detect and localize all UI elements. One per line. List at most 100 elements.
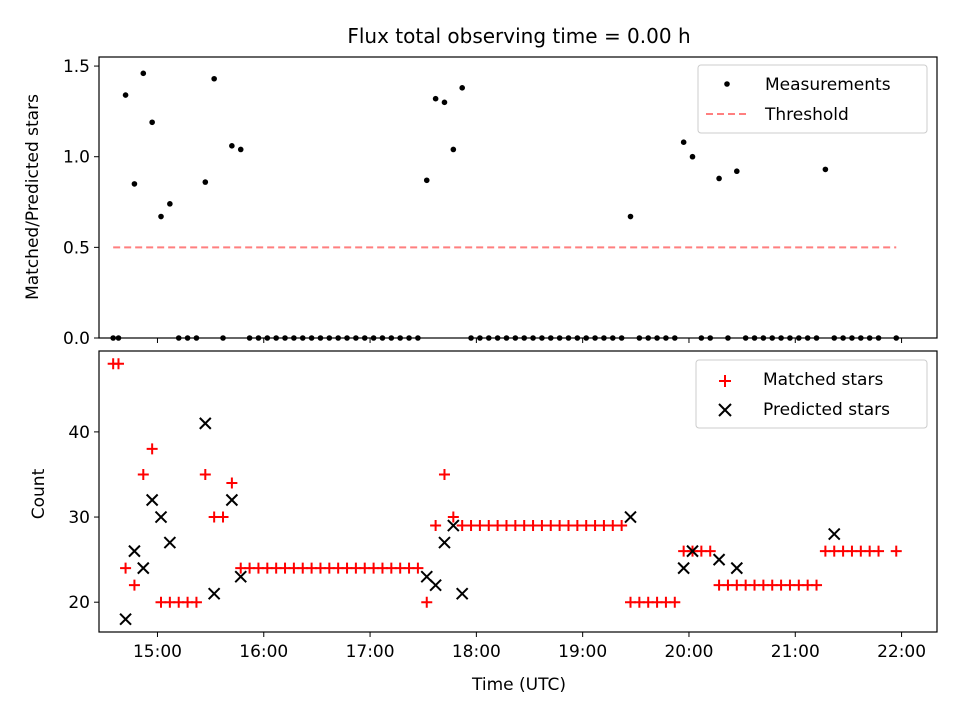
chart-title: Flux total observing time = 0.00 h: [347, 24, 690, 48]
matched-star-point: [120, 562, 132, 574]
bottom-y-tick-label: 20: [68, 593, 90, 613]
matched-star-point: [890, 545, 902, 557]
x-tick-label: 22:00: [877, 642, 926, 662]
matched-star-point: [128, 579, 140, 591]
measurement-point: [450, 146, 457, 153]
bottom-legend: Matched stars Predicted stars: [695, 359, 928, 429]
matched-star-point: [226, 477, 238, 489]
legend-label-matched-stars: Matched stars: [763, 370, 883, 390]
top-axes-frame: [98, 56, 938, 339]
measurement-point: [167, 201, 173, 207]
predicted-star-point: [712, 553, 726, 566]
measurement-point: [202, 179, 209, 185]
bottom-axes-frame: [98, 350, 938, 633]
measurement-point: [131, 181, 138, 187]
legend-marker-matched-stars: [719, 375, 731, 387]
matched-star-point: [669, 596, 681, 608]
predicted-star-point: [447, 519, 460, 532]
top-legend-box: [697, 64, 928, 134]
measurement-point: [680, 139, 687, 146]
predicted-star-point: [225, 493, 239, 507]
legend-label-predicted-stars: Predicted stars: [763, 400, 890, 420]
measurement-point: [122, 92, 129, 98]
predicted-star-point: [686, 544, 699, 558]
x-tick-label: 17:00: [346, 642, 395, 662]
measurement-point: [237, 146, 244, 153]
predicted-star-point: [438, 536, 451, 549]
measurement-point: [459, 85, 465, 91]
matched-star-point: [447, 511, 459, 523]
x-tick-label: 19:00: [558, 642, 607, 662]
x-tick-label: 21:00: [771, 642, 820, 662]
top-y-axis-label: Matched/Predicted stars: [23, 94, 43, 300]
top-y-axis: 0.0 0.5 1.0 1.5: [63, 57, 903, 349]
predicted-star-point: [145, 493, 159, 507]
matched-star-point: [873, 545, 885, 557]
measurement-point: [158, 213, 164, 220]
measurement-point: [423, 177, 430, 184]
bottom-legend-box: [695, 359, 928, 429]
matched-star-point: [217, 511, 229, 523]
top-y-tick-label: 1.5: [63, 57, 90, 77]
legend-label-threshold: Threshold: [764, 105, 849, 125]
measurement-point: [822, 166, 829, 173]
top-plot-area: [110, 70, 900, 341]
predicted-star-point: [677, 561, 690, 575]
predicted-star-point: [828, 527, 841, 541]
matched-star-point: [137, 468, 149, 480]
legend-label-measurements: Measurements: [765, 75, 891, 95]
bottom-plot-area: [107, 358, 902, 626]
x-tick-label: 15:00: [133, 642, 182, 662]
predicted-star-point: [730, 561, 744, 575]
predicted-star-point: [207, 587, 221, 600]
predicted-star-point: [128, 544, 141, 558]
matched-star-point: [430, 520, 442, 532]
measurement-point: [211, 75, 217, 82]
measurement-point: [716, 175, 722, 182]
measurement-point: [689, 153, 696, 160]
predicted-star-point: [154, 510, 168, 524]
measurement-point: [432, 95, 439, 102]
predicted-star-point: [119, 613, 132, 626]
measurement-point: [140, 70, 147, 77]
matched-star-point: [438, 468, 450, 480]
predicted-star-point: [624, 510, 637, 524]
measurement-point: [149, 119, 155, 126]
legend-marker-measurements: [724, 81, 730, 87]
matched-star-point: [199, 468, 211, 480]
predicted-star-point: [199, 417, 212, 430]
matched-star-point: [811, 579, 823, 591]
matched-star-point: [412, 562, 424, 574]
x-axis: 15:00 16:00 17:00 18:00 19:00 20:00 21:00 22:00: [133, 632, 926, 662]
matched-star-point: [616, 520, 628, 532]
bottom-y-tick-label: 30: [68, 508, 90, 528]
measurement-point: [627, 213, 634, 220]
bottom-y-tick-label: 40: [68, 423, 90, 443]
top-y-tick-label: 0.5: [63, 238, 90, 258]
x-tick-label: 18:00: [452, 642, 501, 662]
top-legend: Measurements Threshold: [697, 64, 928, 134]
top-panel: 0.0 0.5 1.0 1.5 Matched/Predicted stars Mea…: [23, 56, 938, 349]
measurement-point: [441, 99, 448, 106]
predicted-star-point: [163, 536, 177, 549]
measurement-point: [734, 168, 740, 175]
matched-star-point: [704, 545, 716, 557]
predicted-star-point: [234, 570, 247, 583]
legend-marker-predicted-stars: [718, 403, 732, 417]
matched-star-point: [190, 596, 202, 608]
x-axis-label: Time (UTC): [471, 675, 566, 695]
matched-star-point: [421, 596, 433, 608]
matched-star-point: [112, 358, 124, 370]
x-tick-label: 20:00: [664, 642, 713, 662]
top-y-tick-label: 1.0: [63, 148, 90, 168]
predicted-star-point: [429, 578, 442, 592]
bottom-y-axis-label: Count: [29, 468, 49, 519]
measurement-point: [229, 143, 235, 149]
predicted-star-point: [137, 561, 150, 575]
bottom-panel: 20 30 40 15:00 16:00 17:00 18:00 19:00 20:00 21:…: [29, 350, 938, 695]
predicted-star-point: [455, 587, 469, 600]
x-tick-label: 16:00: [239, 642, 288, 662]
matched-star-point: [146, 443, 158, 455]
bottom-y-axis: 20 30 40: [68, 423, 99, 613]
